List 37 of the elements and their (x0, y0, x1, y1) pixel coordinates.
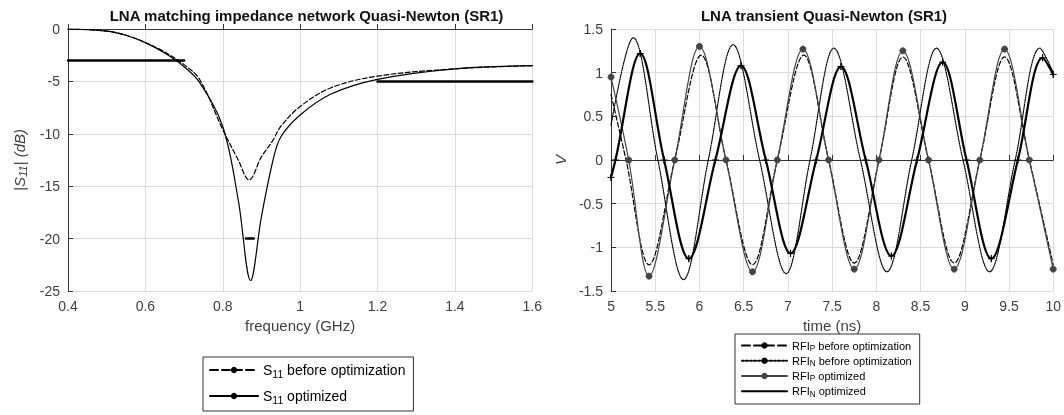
x-tick-label: 0.8 (213, 298, 233, 314)
y-tick-label: -5 (47, 73, 61, 90)
y-tick-label: -1 (590, 239, 604, 256)
x-tick-label: 1.2 (367, 298, 388, 314)
x-tick-label: 0.6 (135, 298, 156, 314)
x-tick-label: 7 (784, 298, 792, 314)
y-tick-label: -10 (39, 125, 61, 142)
x-tick-label: 10 (1045, 298, 1062, 314)
y-tick-label: 1 (595, 64, 604, 81)
x-tick-label: 6 (695, 298, 704, 314)
y-tick-label: -25 (39, 283, 61, 299)
x-tick-label: 9.5 (999, 298, 1019, 314)
x-tick-label: 5 (607, 298, 616, 314)
x-tick-label: 1 (296, 298, 305, 314)
x-tick-label: 7.5 (822, 298, 843, 314)
y-tick-label: -1.5 (578, 283, 604, 299)
y-tick-label: -20 (39, 230, 61, 247)
x-tick-label: 8.5 (910, 298, 931, 314)
x-axis-title: frequency (GHz) (245, 316, 356, 334)
y-tick-label: -15 (39, 178, 61, 195)
chart-title: LNA transient Quasi-Newton (SR1) (700, 7, 948, 24)
y-tick-label: 0 (52, 21, 61, 37)
x-tick-label: 1.4 (445, 298, 465, 314)
y-tick-label: 1.5 (583, 21, 604, 37)
x-tick-label: 0.4 (58, 298, 78, 314)
x-tick-label: 9 (960, 298, 969, 314)
x-tick-label: 1.6 (522, 298, 543, 314)
x-tick-label: 5.5 (645, 298, 666, 314)
x-tick-label: 6.5 (733, 298, 754, 314)
y-tick-label: 0.5 (583, 108, 604, 125)
y-axis-title: V (552, 153, 569, 166)
chart-title: LNA matching impedance network Quasi-Newton (SR1) (109, 7, 504, 24)
y-tick-label: 0 (595, 152, 604, 168)
x-tick-label: 8 (872, 298, 881, 314)
y-axis-title: |S11| (dB) (11, 129, 30, 191)
y-tick-label: -0.5 (578, 195, 604, 212)
x-axis-title: time (ns) (802, 316, 862, 334)
